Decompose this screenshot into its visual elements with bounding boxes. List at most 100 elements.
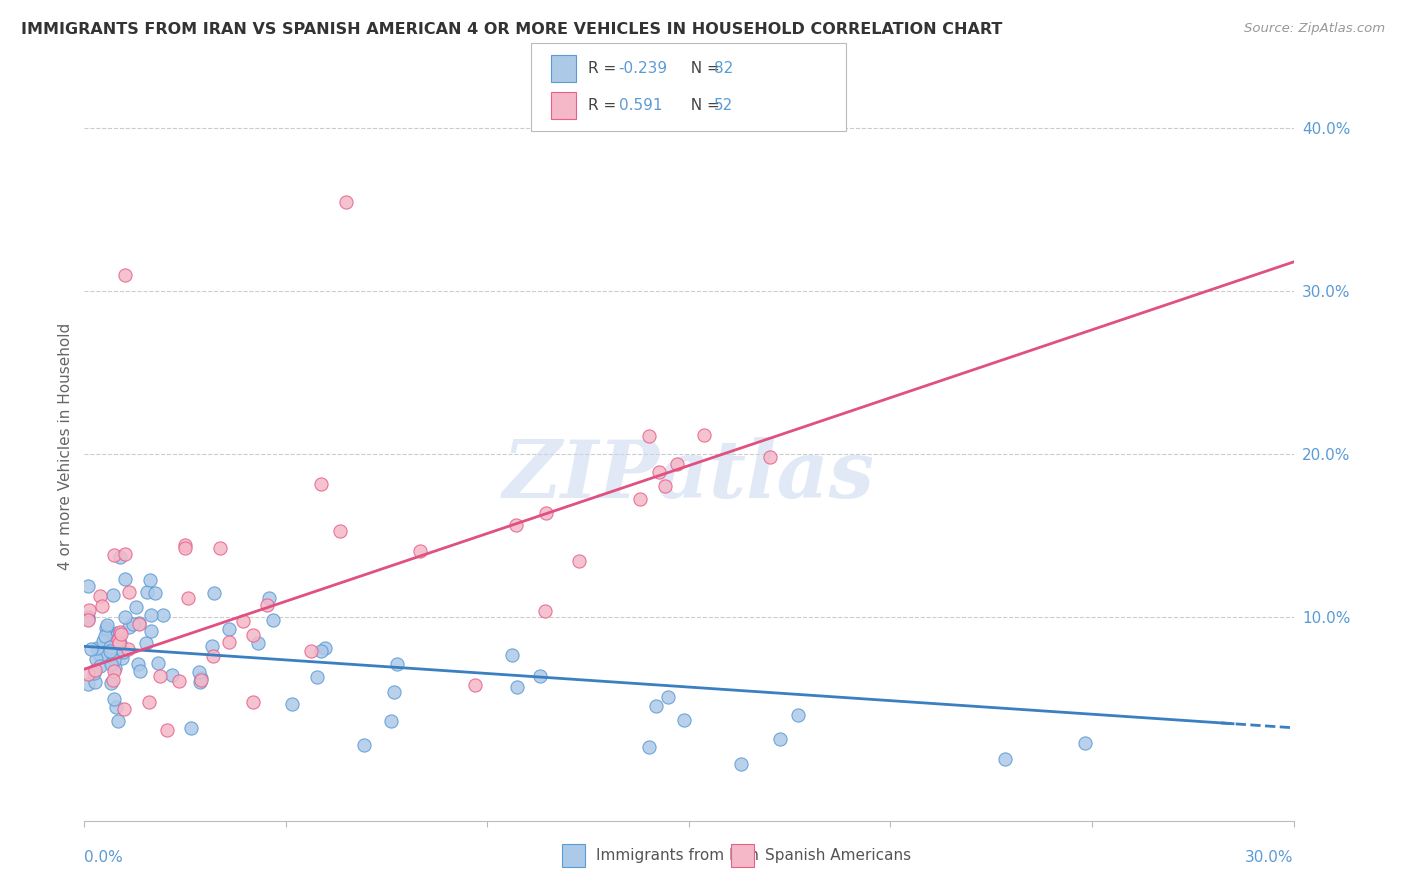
Point xyxy=(114,572,136,586)
Point xyxy=(127,657,149,671)
Point xyxy=(408,543,430,558)
Text: N =: N = xyxy=(681,98,724,113)
Point xyxy=(769,731,792,746)
Point xyxy=(190,671,212,685)
Point xyxy=(77,609,100,624)
Point xyxy=(1074,736,1097,750)
Point xyxy=(657,690,679,705)
Point xyxy=(505,517,527,532)
Point xyxy=(139,624,162,638)
Point xyxy=(174,541,197,556)
Y-axis label: 4 or more Vehicles in Household: 4 or more Vehicles in Household xyxy=(58,322,73,570)
Point xyxy=(114,610,136,624)
Point xyxy=(77,613,100,627)
Point xyxy=(307,670,329,684)
Point xyxy=(628,492,651,507)
Point xyxy=(218,634,240,648)
Point xyxy=(79,603,101,617)
Point xyxy=(101,637,124,651)
Point xyxy=(91,634,114,648)
Point xyxy=(353,738,375,752)
Point xyxy=(77,612,100,626)
Point xyxy=(103,653,125,667)
Point xyxy=(111,650,134,665)
Point xyxy=(335,194,357,209)
Point xyxy=(167,673,190,688)
Point xyxy=(125,599,148,614)
Point xyxy=(232,615,254,629)
Point xyxy=(299,644,322,658)
Point xyxy=(107,714,129,728)
Point xyxy=(506,680,529,694)
Point xyxy=(149,669,172,683)
Point xyxy=(105,626,128,640)
Point xyxy=(108,636,131,650)
Point xyxy=(128,616,150,631)
Point xyxy=(114,547,136,561)
Point xyxy=(758,450,780,465)
Point xyxy=(110,626,132,640)
Text: -0.239: -0.239 xyxy=(619,61,668,76)
Point xyxy=(135,636,157,650)
Point xyxy=(177,591,200,605)
Point xyxy=(118,585,141,599)
Point xyxy=(103,691,125,706)
Point xyxy=(534,506,557,520)
Point xyxy=(534,604,557,618)
Point xyxy=(202,586,225,600)
Point xyxy=(103,673,125,688)
Point xyxy=(84,652,107,666)
Text: IMMIGRANTS FROM IRAN VS SPANISH AMERICAN 4 OR MORE VEHICLES IN HOUSEHOLD CORRELA: IMMIGRANTS FROM IRAN VS SPANISH AMERICAN… xyxy=(21,22,1002,37)
Point xyxy=(637,429,659,443)
Point xyxy=(143,586,166,600)
Point xyxy=(257,591,280,605)
Text: Spanish Americans: Spanish Americans xyxy=(765,848,911,863)
Point xyxy=(118,620,141,634)
Point xyxy=(502,648,524,662)
Point xyxy=(309,644,332,658)
Point xyxy=(242,695,264,709)
Point xyxy=(208,541,231,556)
Point xyxy=(110,625,132,640)
Point xyxy=(146,656,169,670)
Point xyxy=(122,616,145,631)
Point xyxy=(138,695,160,709)
Text: R =: R = xyxy=(588,98,626,113)
Point xyxy=(80,642,103,657)
Point xyxy=(648,465,671,479)
Point xyxy=(103,664,125,678)
Point xyxy=(568,554,591,568)
Point xyxy=(162,668,184,682)
Point xyxy=(89,659,111,673)
Text: 82: 82 xyxy=(714,61,734,76)
Point xyxy=(314,640,336,655)
Point xyxy=(103,548,125,562)
Point xyxy=(693,428,716,442)
Point xyxy=(256,599,278,613)
Point xyxy=(90,648,112,663)
Point xyxy=(114,268,136,282)
Point xyxy=(187,665,209,679)
Text: 30.0%: 30.0% xyxy=(1246,850,1294,865)
Point xyxy=(787,708,810,723)
Text: 0.0%: 0.0% xyxy=(84,850,124,865)
Point xyxy=(86,640,108,655)
Point xyxy=(529,669,551,683)
Point xyxy=(96,624,118,639)
Point xyxy=(638,739,661,754)
Point xyxy=(994,752,1017,766)
Point xyxy=(91,599,114,613)
Point xyxy=(385,657,408,671)
Point xyxy=(96,621,118,635)
Point xyxy=(201,640,224,654)
Point xyxy=(464,678,486,692)
Point xyxy=(107,633,129,648)
Text: 0.591: 0.591 xyxy=(619,98,662,113)
Point xyxy=(84,663,107,677)
Point xyxy=(111,645,134,659)
Point xyxy=(654,479,676,493)
Point xyxy=(77,579,100,593)
Point xyxy=(77,677,100,691)
Point xyxy=(141,608,163,623)
Text: 52: 52 xyxy=(714,98,734,113)
